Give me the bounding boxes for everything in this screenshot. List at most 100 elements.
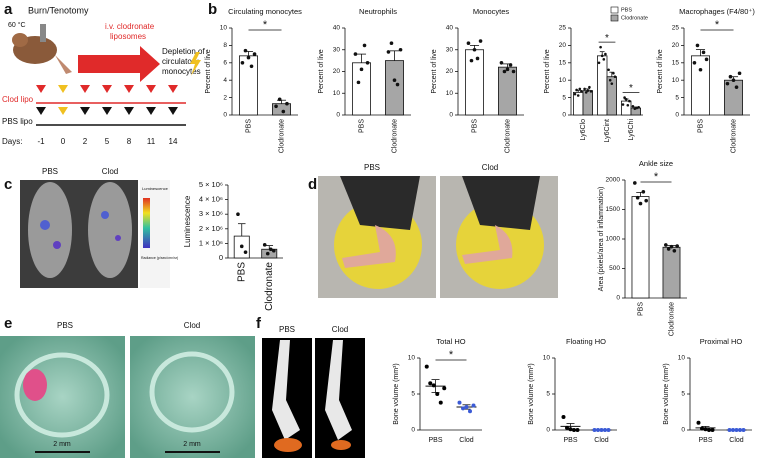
- colorbar-unit: Radiance (p/sec/cm²/sr): [141, 256, 178, 260]
- colorbar-title: Luminescence: [142, 186, 169, 191]
- data-point: [666, 247, 671, 251]
- data-point: [359, 67, 364, 72]
- data-point: [728, 74, 733, 79]
- y-axis-label: Bone volume (mm³): [663, 363, 670, 424]
- x-tick-label: PBS: [428, 437, 442, 444]
- chart-title: Neutrophils: [359, 7, 397, 16]
- data-point: [365, 61, 370, 65]
- mouse-leg: [55, 55, 72, 74]
- x-tick-label: PBS: [245, 119, 252, 133]
- data-point: [664, 243, 668, 247]
- data-point: [606, 428, 611, 432]
- y-axis-label: Luminescence: [183, 195, 192, 247]
- data-point: [669, 244, 674, 249]
- x-tick-label: Clodronate: [264, 262, 275, 311]
- marker: [58, 107, 68, 115]
- data-point: [621, 103, 625, 106]
- significance: *: [449, 349, 454, 361]
- y-tick-label: 20: [672, 42, 680, 49]
- y-tick-label: 0: [546, 427, 550, 434]
- y-tick-label: 15: [672, 60, 680, 67]
- data-point: [704, 57, 709, 62]
- y-tick-label: 4: [223, 77, 227, 84]
- data-point: [696, 420, 701, 425]
- mouse-icon: [12, 33, 28, 47]
- data-point: [573, 92, 577, 96]
- significance: *: [654, 171, 659, 183]
- data-point: [249, 64, 254, 69]
- data-point: [356, 80, 361, 85]
- marker: [102, 107, 112, 115]
- y-tick-label: 20: [559, 42, 567, 49]
- data-point: [586, 89, 590, 92]
- y-tick-label: 15: [559, 60, 567, 67]
- y-tick-label: 5 × 10⁶: [199, 180, 223, 189]
- result-label: monocytes: [162, 67, 201, 76]
- data-point: [353, 52, 358, 56]
- significance: *: [629, 83, 633, 94]
- data-point: [637, 106, 640, 109]
- panel-letter: c: [4, 176, 12, 193]
- marker: [168, 85, 178, 93]
- data-point: [239, 244, 244, 249]
- data-point: [398, 47, 403, 52]
- marker: [124, 107, 134, 115]
- data-point: [592, 428, 597, 432]
- ho: [331, 440, 351, 450]
- chart-title: Floating HO: [566, 337, 606, 346]
- y-axis-label: Percent of live: [544, 49, 551, 93]
- x-tick-label: PBS: [563, 437, 577, 444]
- data-point: [277, 97, 282, 102]
- row-label: Clod lipo: [2, 95, 34, 104]
- legend-swatch: [610, 6, 619, 14]
- arrow-label: liposomes: [110, 32, 146, 41]
- bone: [325, 340, 352, 440]
- y-tick-label: 2 × 10⁶: [199, 224, 223, 233]
- data-point: [692, 61, 697, 65]
- data-point: [472, 47, 477, 52]
- data-point: [624, 98, 628, 101]
- data-point: [561, 415, 566, 420]
- significance: *: [605, 33, 609, 44]
- x-tick-label: Ly6Chi: [628, 119, 635, 141]
- data-point: [583, 87, 586, 91]
- y-tick-label: 5: [562, 94, 566, 101]
- bar: [465, 49, 484, 116]
- y-axis-label: Area (pixels/area of inflammation): [598, 187, 605, 292]
- x-tick-label: PBS: [471, 119, 478, 133]
- data-point: [246, 55, 251, 60]
- bar: [631, 196, 650, 299]
- panel-letter: b: [208, 1, 217, 18]
- y-tick-label: 2: [223, 94, 227, 101]
- y-tick-label: 3 × 10⁶: [199, 209, 223, 218]
- data-point: [392, 78, 397, 82]
- data-point: [502, 69, 507, 74]
- y-tick-label: 4 × 10⁶: [199, 195, 223, 204]
- y-tick-label: 0: [449, 112, 453, 119]
- legend-label: PBS: [621, 7, 632, 13]
- data-point: [499, 61, 504, 65]
- data-point: [635, 195, 640, 200]
- scale-label: 2 mm: [183, 441, 201, 448]
- marker: [80, 107, 90, 115]
- y-tick-label: 0: [562, 112, 566, 119]
- data-point: [700, 426, 704, 431]
- signal: [115, 235, 121, 241]
- y-axis-label: Percent of live: [657, 49, 664, 93]
- data-point: [265, 251, 270, 256]
- y-tick-label: 10: [559, 77, 567, 84]
- data-point: [578, 87, 582, 91]
- y-tick-label: 10: [333, 90, 341, 97]
- data-point: [424, 364, 429, 369]
- y-tick-label: 20: [446, 68, 454, 75]
- bar: [239, 55, 258, 116]
- ho: [274, 438, 302, 452]
- data-point: [438, 400, 443, 405]
- data-point: [428, 381, 433, 386]
- panel-letter: e: [4, 315, 12, 332]
- data-point: [243, 250, 248, 254]
- x-tick-label: Clodronate: [504, 119, 511, 153]
- significance: *: [263, 19, 268, 31]
- x-tick-label: Clodronate: [668, 302, 675, 336]
